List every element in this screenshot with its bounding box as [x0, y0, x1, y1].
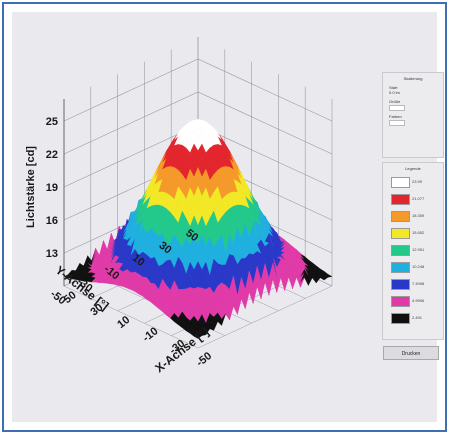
legend-entry: 18.359 — [391, 211, 437, 222]
z-tick-label: 19 — [46, 182, 58, 194]
grid-line — [63, 91, 333, 155]
legend-label: 18.359 — [412, 213, 425, 218]
surface-patch — [193, 333, 203, 339]
field-label: Farben — [389, 114, 402, 119]
grid-line — [63, 285, 199, 349]
y-tick-label: 10 — [130, 252, 147, 269]
y-tick-label: 50 — [183, 227, 200, 244]
legend-label: 23.99 — [412, 179, 423, 184]
legend-swatch — [391, 279, 410, 290]
legend-entry: 23.99 — [391, 177, 437, 188]
field-value[interactable]: 0.0 lm — [389, 90, 400, 95]
grid-line — [63, 58, 333, 122]
x-tick-label: -50 — [194, 350, 214, 369]
legend-label: 15.652 — [412, 230, 425, 235]
field-label: Größe — [389, 99, 401, 104]
settings-panel: Skalierung Start 0.0 lm Größe Farben — [382, 72, 444, 158]
legend-label: 10.248 — [412, 264, 425, 269]
legend-entry: 7.4998 — [391, 279, 437, 290]
settings-fields: Start 0.0 lm Größe Farben — [383, 85, 443, 126]
z-tick-label: 13 — [46, 248, 58, 260]
legend-entry: 4.9996 — [391, 296, 437, 307]
z-tick-label: 25 — [46, 116, 58, 128]
x-tick-label: -10 — [141, 325, 161, 344]
field-label: Start — [389, 85, 398, 90]
legend-entry: 12.951 — [391, 245, 437, 256]
x-tick-label: 30 — [88, 302, 105, 319]
y-tick-label: 30 — [157, 240, 174, 257]
app-window: 25 22 19 16 13 Lichtstärke [cd] 50 30 10 -10 -30 -5… — [12, 12, 444, 422]
legend-swatch — [391, 313, 410, 324]
legend-label: 21.077 — [412, 196, 425, 201]
legend-entry: 2.491 — [391, 313, 437, 324]
legend-swatch — [391, 194, 410, 205]
colors-input[interactable] — [389, 120, 405, 126]
legend-entry: 21.077 — [391, 194, 437, 205]
grid-line — [197, 285, 333, 349]
legend-title: Legende — [405, 166, 421, 171]
size-input[interactable] — [389, 105, 405, 111]
x-tick-label: 50 — [62, 289, 79, 306]
legend-label: 2.491 — [412, 315, 423, 320]
surface-mesh — [63, 119, 333, 339]
legend-swatch — [391, 177, 410, 188]
legend-label: 7.4998 — [412, 281, 425, 286]
legend-entry: 10.248 — [391, 262, 437, 273]
legend-swatch — [391, 296, 410, 307]
legend-swatch — [391, 245, 410, 256]
surface-plot: 25 22 19 16 13 Lichtstärke [cd] 50 30 10 -10 -30 -5… — [12, 12, 377, 422]
legend-swatch — [391, 228, 410, 239]
legend-panel: Legende 23.99 21.077 18.359 15.652 12.951 10.… — [382, 162, 444, 340]
legend-swatch — [391, 262, 410, 273]
legend-entry: 15.652 — [391, 228, 437, 239]
z-axis-title: Lichtstärke [cd] — [25, 146, 37, 228]
x-tick-label: 10 — [115, 314, 132, 331]
z-tick-label: 16 — [46, 215, 58, 227]
legend-label: 4.9996 — [412, 298, 425, 303]
print-button[interactable]: Drucken — [383, 346, 439, 360]
settings-panel-title: Skalierung — [403, 76, 423, 81]
z-tick-label: 22 — [46, 149, 58, 161]
legend-swatch — [391, 211, 410, 222]
legend-label: 12.951 — [412, 247, 425, 252]
